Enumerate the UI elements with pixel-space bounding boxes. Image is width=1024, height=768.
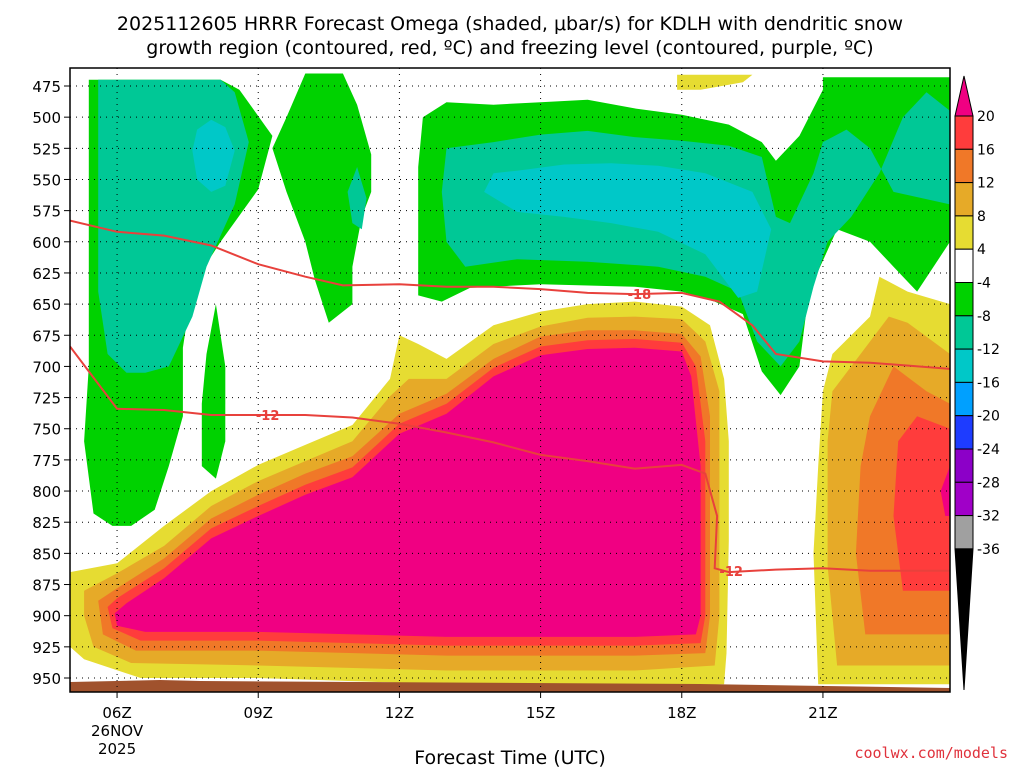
upslope-cyan-right	[484, 163, 772, 298]
y-tick-label: 525	[32, 140, 61, 158]
x-tick-label: 09Z	[244, 704, 273, 722]
chart-title-line2: growth region (contoured, red, ºC) and f…	[146, 37, 873, 59]
colorbar-bottom-arrow	[954, 548, 974, 691]
colorbar-band	[954, 148, 974, 184]
omega-shaded-regions	[70, 73, 950, 687]
colorbar-band	[954, 282, 974, 317]
y-tick-label: 775	[32, 452, 61, 470]
x-tick-label: 18Z	[667, 704, 696, 722]
y-tick-label: 550	[32, 171, 61, 189]
upslope-teal-strip	[347, 167, 367, 230]
y-tick-label: 700	[32, 358, 61, 376]
colorbar-tick-label: 4	[977, 242, 986, 258]
y-tick-label: 875	[32, 577, 61, 595]
plot-border	[69, 67, 951, 693]
x-tick-label: 12Z	[385, 704, 414, 722]
downward-yellow-top	[677, 74, 753, 90]
contour-label: -12	[719, 565, 743, 580]
x-tick-label: 15Z	[526, 704, 555, 722]
temperature-contours: -18 -12 -12	[70, 219, 950, 580]
upslope-cyan-left	[192, 119, 235, 192]
colorbar-tick-label: -36	[977, 542, 1000, 558]
y-tick-label: 725	[32, 390, 61, 408]
x-tick-label: 06Z	[102, 704, 131, 722]
colorbar-tick-label: -12	[977, 342, 1000, 358]
colorbar-band	[954, 448, 974, 483]
x-axis-label: Forecast Time (UTC)	[414, 747, 605, 768]
y-tick-label: 800	[32, 483, 61, 501]
upslope-green-strip	[201, 304, 226, 479]
y-axis-ticks: 475 500 525 550 575 600 625 650 675 700 725 750 775 8…	[32, 78, 70, 688]
colorbar-tick-label: 16	[977, 142, 995, 158]
y-tick-label: 475	[32, 78, 61, 96]
contour-label: -18	[628, 288, 652, 303]
colorbar-band	[954, 415, 974, 450]
chart-title-line1: 2025112605 HRRR Forecast Omega (shaded, …	[117, 13, 903, 35]
ground-band	[70, 680, 950, 692]
colorbar-tick-label: -4	[977, 276, 991, 292]
upslope-green-mid	[272, 73, 372, 323]
colorbar-band	[954, 215, 974, 250]
y-tick-label: 950	[32, 670, 61, 688]
colorbar-band	[954, 315, 974, 350]
downward-magenta-main	[114, 347, 701, 637]
colorbar-band	[954, 248, 974, 283]
contour-line	[70, 345, 950, 574]
downward-magenta-right	[940, 466, 950, 516]
y-tick-label: 750	[32, 421, 61, 439]
colorbar-band	[954, 381, 974, 417]
colorbar: 20 16 12 8 4 -4 -8 -12 -16 -20 -24 -28 -32 -36	[954, 75, 1000, 691]
colorbar-tick-label: -24	[977, 442, 1000, 458]
plot-frame	[69, 67, 951, 693]
gridlines	[70, 68, 950, 692]
colorbar-tick-label: 12	[977, 176, 995, 192]
x-tick-year: 2025	[98, 740, 136, 758]
y-tick-label: 575	[32, 203, 61, 221]
downward-red-right	[893, 416, 950, 591]
colorbar-band	[954, 481, 974, 517]
contour-label: -12	[256, 409, 280, 424]
x-tick-date: 26NOV	[91, 722, 144, 740]
colorbar-top-arrow	[954, 75, 974, 117]
colorbar-tick-label: -32	[977, 509, 1000, 525]
terrain-ground	[70, 680, 950, 692]
y-tick-label: 825	[32, 514, 61, 532]
colorbar-tick-label: -20	[977, 409, 1000, 425]
y-tick-label: 600	[32, 234, 61, 252]
colorbar-tick-label: -8	[977, 309, 991, 325]
colorbar-band	[954, 515, 974, 550]
source-credit[interactable]: coolwx.com/models	[854, 744, 1008, 762]
contour-line	[70, 219, 950, 370]
y-tick-label: 650	[32, 296, 61, 314]
y-tick-label: 850	[32, 545, 61, 563]
y-tick-label: 675	[32, 327, 61, 345]
colorbar-tick-label: 20	[977, 109, 995, 125]
y-tick-label: 900	[32, 608, 61, 626]
colorbar-band	[954, 115, 974, 150]
y-tick-label: 925	[32, 639, 61, 657]
y-tick-label: 500	[32, 109, 61, 127]
colorbar-tick-label: -28	[977, 475, 1000, 491]
y-tick-label: 625	[32, 265, 61, 283]
x-tick-label: 21Z	[808, 704, 837, 722]
colorbar-band	[954, 182, 974, 217]
colorbar-tick-label: -16	[977, 375, 1000, 391]
colorbar-tick-label: 8	[977, 209, 986, 225]
colorbar-band	[954, 348, 974, 383]
